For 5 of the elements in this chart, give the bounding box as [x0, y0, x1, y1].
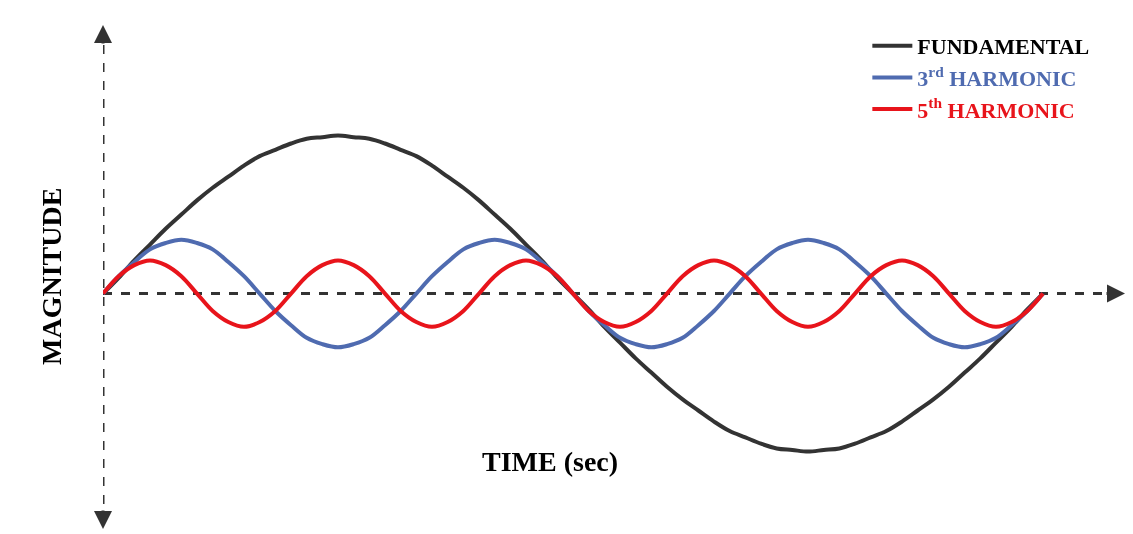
- legend-label: FUNDAMENTAL: [917, 34, 1090, 60]
- legend-label: 5$^{th}$ HARMONIC: [917, 94, 1075, 123]
- x-axis-title: TIME (sec): [482, 446, 619, 477]
- y-axis-title: MAGNITUDE: [36, 187, 67, 365]
- legend-label: 3$^{rd}$ HARMONIC: [917, 62, 1077, 91]
